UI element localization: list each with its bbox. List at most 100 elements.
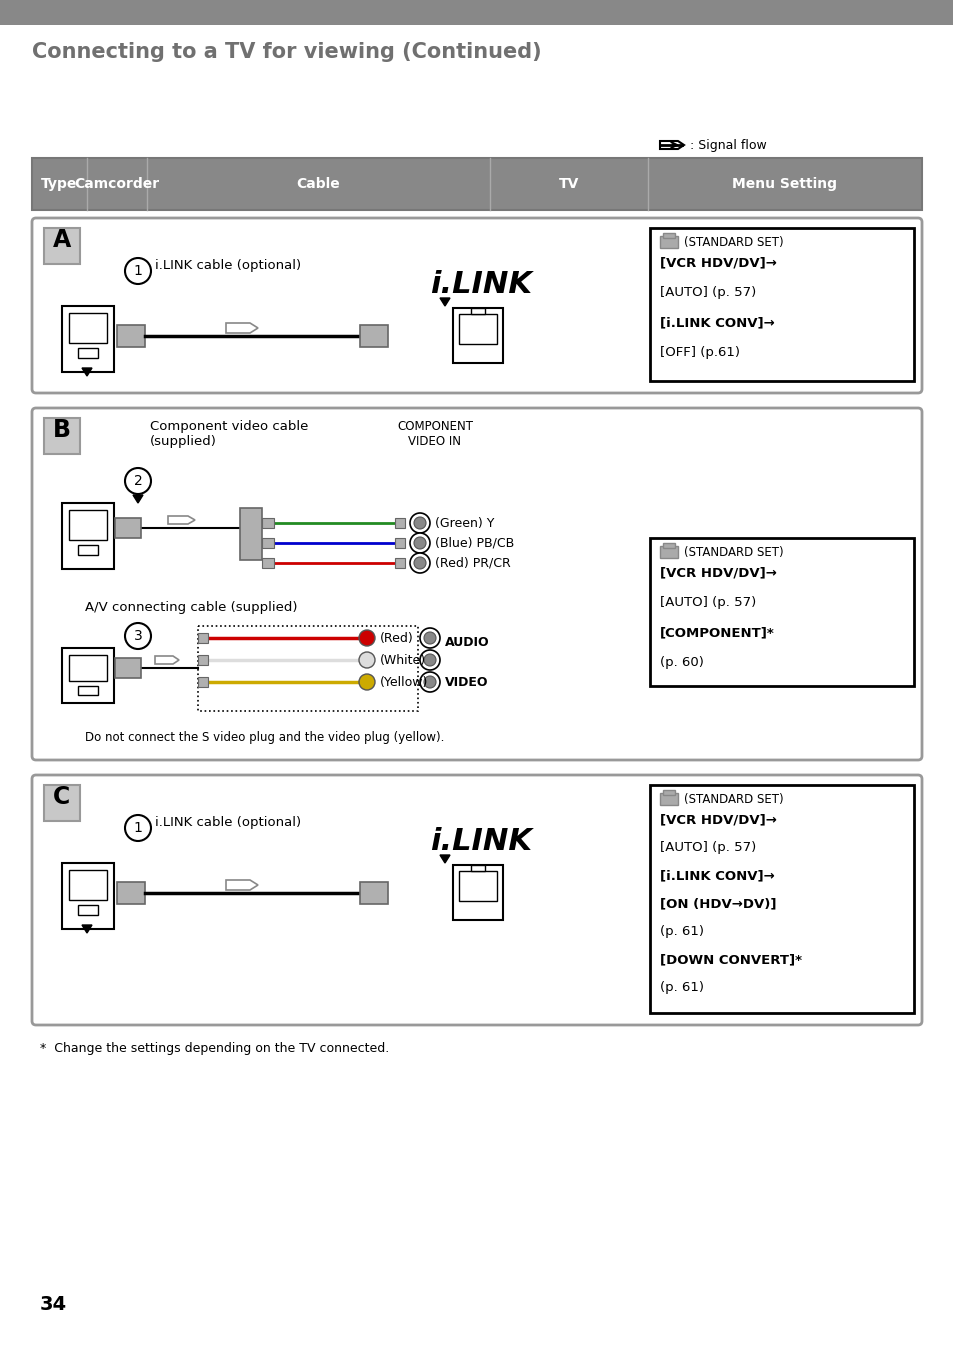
FancyBboxPatch shape [32,775,921,1025]
Bar [395,558,405,569]
Text: 1: 1 [133,265,142,278]
Text: (p. 61): (p. 61) [659,925,703,938]
Circle shape [423,676,436,688]
Text: i.LINK cable (optional): i.LINK cable (optional) [154,816,301,829]
Text: B: B [53,418,71,442]
Text: [VCR HDV/DV]→: [VCR HDV/DV]→ [659,256,776,269]
Circle shape [125,468,151,494]
Bar [62,305,113,372]
Text: *  Change the settings depending on the TV connected.: * Change the settings depending on the T… [40,1042,389,1054]
Bar [117,324,145,347]
Bar [453,308,502,364]
Bar [117,882,145,904]
Text: (STANDARD SET): (STANDARD SET) [683,546,782,559]
Bar [662,543,675,548]
Bar [44,228,80,265]
Text: (Red): (Red) [379,632,414,645]
Polygon shape [82,925,91,934]
Text: : Signal flow: : Signal flow [689,138,766,152]
Text: AUDIO: AUDIO [444,636,489,649]
Text: [AUTO] (p. 57): [AUTO] (p. 57) [659,286,756,299]
Circle shape [410,513,430,533]
Text: VIDEO: VIDEO [444,676,488,689]
Text: [COMPONENT]*: [COMPONENT]* [659,626,774,639]
Text: Type: Type [41,176,77,191]
Circle shape [419,628,439,649]
Text: [DOWN CONVERT]*: [DOWN CONVERT]* [659,953,801,966]
Text: Camcorder: Camcorder [74,176,159,191]
Circle shape [410,554,430,573]
Text: [ON (HDV→DV)]: [ON (HDV→DV)] [659,897,776,911]
Circle shape [125,623,151,649]
Polygon shape [439,855,450,863]
Bar [0,0,953,24]
Circle shape [125,258,151,284]
Bar [69,870,107,900]
Bar [78,546,98,555]
Bar [662,790,675,795]
Bar [62,503,113,569]
Text: (p. 60): (p. 60) [659,655,703,669]
Text: 2: 2 [133,474,142,489]
Bar [359,324,388,347]
Bar [458,313,497,345]
Text: [i.LINK CONV]→: [i.LINK CONV]→ [659,868,774,882]
Text: [OFF] (p.61): [OFF] (p.61) [659,346,740,360]
Bar [662,233,675,237]
Bar [78,687,98,695]
Bar [649,228,913,381]
Text: 3: 3 [133,630,142,643]
Bar [62,863,113,930]
Bar [395,518,405,528]
Bar [32,157,921,210]
Bar [649,784,913,1012]
Text: [AUTO] (p. 57): [AUTO] (p. 57) [659,841,756,854]
Text: [AUTO] (p. 57): [AUTO] (p. 57) [659,596,756,609]
Text: i.LINK cable (optional): i.LINK cable (optional) [154,259,301,271]
Bar [262,518,274,528]
Bar [115,658,141,678]
Bar [262,537,274,548]
Bar [659,236,678,248]
Text: 1: 1 [133,821,142,835]
Circle shape [125,816,151,841]
Bar [458,871,497,901]
Text: (Green) Y: (Green) Y [435,517,494,531]
Text: Menu Setting: Menu Setting [732,176,837,191]
Bar [198,632,208,643]
Bar [471,308,484,313]
Circle shape [414,537,426,550]
Bar [44,418,80,455]
Polygon shape [82,368,91,376]
FancyBboxPatch shape [32,408,921,760]
Text: Connecting to a TV for viewing (Continued): Connecting to a TV for viewing (Continue… [32,42,541,62]
Circle shape [410,533,430,554]
Text: 34: 34 [40,1295,67,1314]
Text: [VCR HDV/DV]→: [VCR HDV/DV]→ [659,566,776,579]
Bar [359,882,388,904]
Circle shape [414,556,426,569]
Text: (p. 61): (p. 61) [659,981,703,993]
Text: (White): (White) [379,654,426,668]
Bar [44,784,80,821]
Bar [659,546,678,558]
Bar [262,558,274,569]
Text: C: C [53,784,71,809]
Text: Cable: Cable [296,176,340,191]
Bar [69,313,107,343]
Text: TV: TV [558,176,578,191]
Text: (Red) PR/CR: (Red) PR/CR [435,556,510,570]
Bar [78,905,98,915]
Text: Component video cable
(supplied): Component video cable (supplied) [150,421,308,448]
Circle shape [358,651,375,668]
Circle shape [423,632,436,645]
Text: [i.LINK CONV]→: [i.LINK CONV]→ [659,316,774,328]
Circle shape [423,654,436,666]
Text: i.LINK: i.LINK [430,270,532,299]
Circle shape [419,650,439,670]
Bar [198,655,208,665]
Text: COMPONENT
VIDEO IN: COMPONENT VIDEO IN [396,421,473,448]
Bar [115,518,141,537]
Bar [395,537,405,548]
Bar [453,864,502,920]
